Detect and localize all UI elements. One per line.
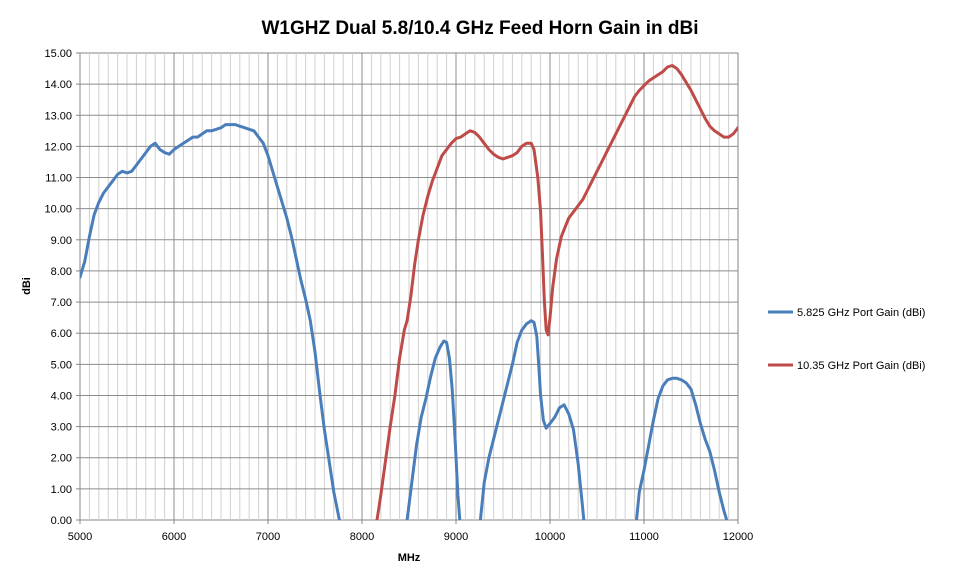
y-tick-label: 9.00 bbox=[51, 235, 72, 247]
y-tick-label: 7.00 bbox=[51, 297, 72, 309]
minor-gridlines bbox=[88, 53, 730, 520]
y-tick-label: 6.00 bbox=[51, 328, 72, 340]
x-tick-label: 7000 bbox=[256, 531, 280, 543]
x-tick-label: 8000 bbox=[350, 531, 374, 543]
y-tick-label: 14.00 bbox=[44, 79, 72, 91]
x-tick-label: 5000 bbox=[68, 531, 92, 543]
y-tick-label: 2.00 bbox=[51, 453, 72, 465]
x-axis-ticks: 5000 6000 7000 8000 9000 10000 11000 12000 bbox=[68, 520, 754, 543]
y-tick-label: 8.00 bbox=[51, 266, 72, 278]
x-tick-label: 6000 bbox=[162, 531, 186, 543]
y-tick-label: 3.00 bbox=[51, 422, 72, 434]
y-tick-label: 11.00 bbox=[45, 173, 72, 185]
major-gridlines bbox=[80, 53, 738, 520]
y-tick-label: 5.00 bbox=[51, 359, 72, 371]
y-tick-label: 4.00 bbox=[51, 390, 72, 402]
series-layer bbox=[80, 64, 738, 520]
series-line-1-segment-2 bbox=[405, 339, 462, 520]
x-axis-title: MHz bbox=[398, 552, 421, 564]
y-axis-ticks: 0.00 1.00 2.00 3.00 4.00 5.00 6.00 7.00 8.00 9.00… bbox=[44, 48, 80, 527]
legend-label-1: 5.825 GHz Port Gain (dBi) bbox=[797, 307, 925, 319]
series-line-1-segment-1 bbox=[80, 123, 341, 520]
x-tick-label: 9000 bbox=[444, 531, 468, 543]
y-tick-label: 10.00 bbox=[44, 204, 72, 216]
y-tick-label: 13.00 bbox=[44, 110, 72, 122]
y-tick-label: 15.00 bbox=[44, 48, 72, 60]
y-tick-label: 12.00 bbox=[44, 141, 72, 153]
x-tick-label: 12000 bbox=[723, 531, 754, 543]
legend: 5.825 GHz Port Gain (dBi) 10.35 GHz Port … bbox=[768, 307, 925, 372]
y-tick-label: 0.00 bbox=[51, 515, 72, 527]
legend-label-2: 10.35 GHz Port Gain (dBi) bbox=[797, 360, 925, 372]
series-line-1-segment-3 bbox=[478, 319, 586, 520]
x-tick-label: 10000 bbox=[535, 531, 566, 543]
y-axis-title: dBi bbox=[21, 277, 33, 295]
y-tick-label: 1.00 bbox=[51, 484, 72, 496]
series-line-2-segment-1 bbox=[375, 64, 738, 520]
x-tick-label: 11000 bbox=[629, 531, 659, 543]
series-line-1-segment-4 bbox=[635, 376, 729, 520]
chart-title: W1GHZ Dual 5.8/10.4 GHz Feed Horn Gain i… bbox=[261, 18, 698, 39]
